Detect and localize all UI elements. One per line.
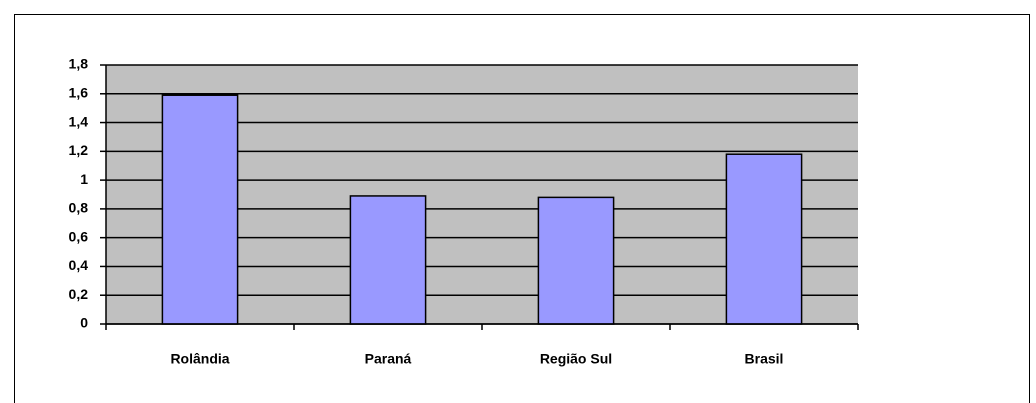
bar (725, 153, 803, 325)
y-tick-label: 1,6 (69, 84, 89, 100)
bar (537, 196, 615, 325)
y-tick-label: 0 (80, 315, 88, 331)
bar (161, 94, 239, 325)
y-tick-label: 0,4 (69, 257, 89, 273)
y-tick-label: 0,2 (69, 286, 89, 302)
y-tick-label: 1 (80, 171, 88, 187)
x-tick-label: Região Sul (540, 351, 612, 367)
y-tick-label: 1,8 (69, 56, 89, 72)
y-tick-label: 0,6 (69, 228, 89, 244)
chart-frame (14, 14, 1030, 403)
x-tick-label: Rolândia (170, 351, 229, 367)
x-tick-label: Brasil (745, 351, 784, 367)
y-tick-label: 1,2 (69, 142, 89, 158)
y-tick-label: 1,4 (69, 113, 89, 129)
y-tick-label: 0,8 (69, 200, 89, 216)
bar (349, 195, 427, 325)
x-tick-label: Paraná (365, 351, 412, 367)
